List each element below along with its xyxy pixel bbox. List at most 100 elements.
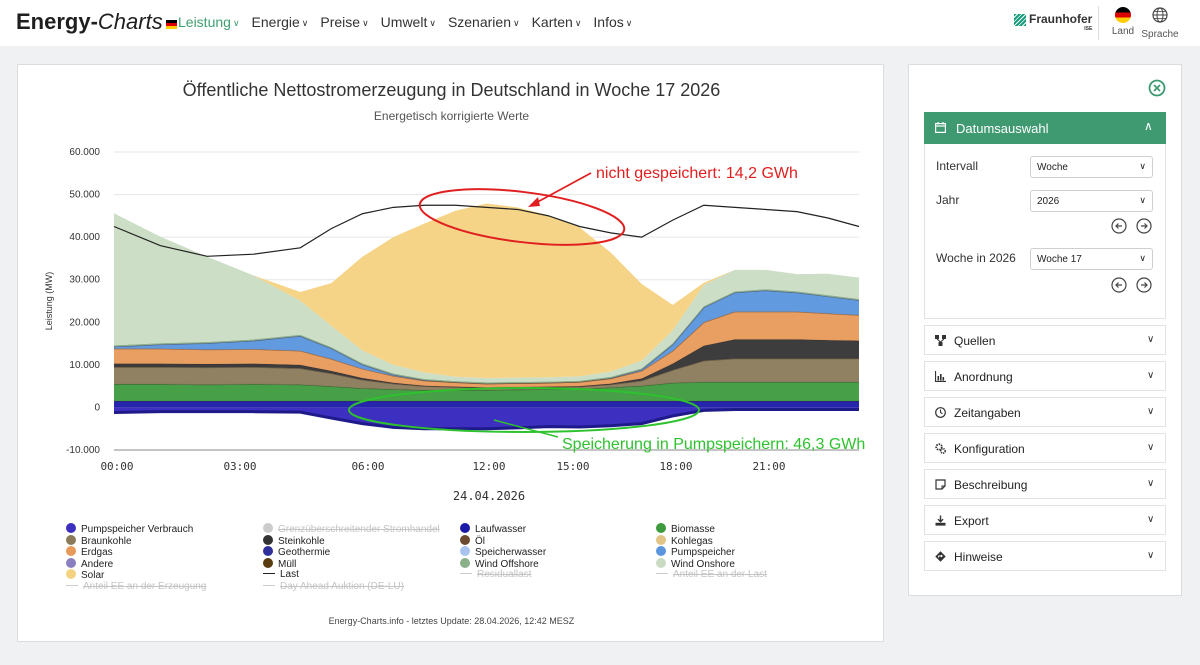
- legend-label: Anteil EE an der Last: [673, 569, 767, 581]
- interval-select[interactable]: Woche ∨: [1030, 156, 1153, 178]
- legend-label: Speicherwasser: [475, 547, 547, 559]
- accordion-konfiguration[interactable]: Konfiguration ∨: [924, 433, 1166, 463]
- legend-item-last[interactable]: Last: [263, 569, 299, 581]
- chart-subtitle: Energetisch korrigierte Werte: [373, 109, 530, 123]
- legend-item-biomasse[interactable]: Biomasse: [656, 523, 715, 536]
- area-braunkohle: [114, 358, 859, 390]
- legend-item-andere[interactable]: Andere: [66, 557, 113, 571]
- nav-leistung[interactable]: Leistung ∨: [178, 14, 240, 30]
- accordion-export[interactable]: Export ∨: [924, 505, 1166, 535]
- legend-dot-marker: [263, 546, 273, 557]
- legend-line-marker: [656, 573, 668, 575]
- german-flag-icon: [1115, 7, 1131, 23]
- country-selector[interactable]: Land: [1109, 7, 1137, 37]
- area-wind-onshore: [114, 213, 859, 383]
- legend-label: Day Ahead Auktion (DE-LU): [280, 581, 404, 592]
- accordion-quellen[interactable]: Quellen ∨: [924, 325, 1166, 355]
- nav-szenarien[interactable]: Szenarien ∨: [447, 14, 520, 30]
- week-previous-button[interactable]: [1111, 277, 1127, 293]
- legend-item-erdgas[interactable]: Erdgas: [66, 546, 113, 559]
- legend-item-kohlegas[interactable]: Kohlegas: [656, 534, 713, 548]
- legend-item-pumpspeicher-verbrauch[interactable]: Pumpspeicher Verbrauch: [66, 523, 193, 536]
- close-panel-button[interactable]: [1148, 79, 1166, 97]
- legend-item-ol[interactable]: Öl: [460, 534, 485, 548]
- annotation-not-stored-text: nicht gespeichert: 14,2 GWh: [596, 165, 798, 182]
- nav-umwelt[interactable]: Umwelt ∨: [380, 14, 436, 30]
- legend-item-wind-onshore[interactable]: Wind Onshore: [656, 557, 735, 571]
- fraunhofer-logo[interactable]: Fraunhofer ISE: [1014, 13, 1092, 32]
- legend-label: Pumpspeicher: [671, 547, 735, 559]
- bar-chart-icon: [935, 371, 946, 382]
- x-tick-label: 06:00: [351, 460, 384, 473]
- legend-item-mull[interactable]: Müll: [263, 557, 296, 571]
- area-edge-erdgas: [114, 310, 860, 385]
- nav-preise[interactable]: Preise ∨: [320, 14, 369, 30]
- chevron-down-icon: ∨: [301, 18, 309, 28]
- legend-item-solar[interactable]: Solar: [66, 569, 104, 582]
- nav-karten[interactable]: Karten ∨: [531, 14, 582, 30]
- chevron-down-icon: ∨: [1147, 334, 1155, 345]
- legend-label: Wind Onshore: [671, 558, 735, 570]
- chevron-down-icon: ∨: [1139, 253, 1146, 263]
- chevron-down-icon: ∨: [1147, 406, 1155, 417]
- legend-item-grenzuberschreitender-stromhandel[interactable]: Grenzüberschreitender Stromhandel: [263, 523, 440, 536]
- area-biomasse: [114, 381, 859, 402]
- legend-item-speicherwasser[interactable]: Speicherwasser: [460, 546, 546, 559]
- legend-item-braunkohle[interactable]: Braunkohle: [66, 534, 132, 548]
- legend-label: Öl: [475, 535, 485, 547]
- power-generation-chart[interactable]: 60.000 50.000 40.000 30.000 20.000 10.000 0 -10…: [18, 65, 885, 643]
- legend-line-marker: [66, 585, 78, 586]
- legend-label: Residuallast: [477, 569, 532, 581]
- legend-item-wind-offshore[interactable]: Wind Offshore: [460, 557, 539, 571]
- accordion-beschreibung[interactable]: Beschreibung ∨: [924, 469, 1166, 499]
- interval-label: Intervall: [936, 159, 979, 173]
- language-selector[interactable]: Sprache: [1140, 7, 1180, 40]
- x-tick-label: 03:00: [223, 460, 256, 473]
- energy-charts-logo[interactable]: Energy-Charts: [16, 9, 177, 35]
- x-tick-label: 12:00: [472, 460, 505, 473]
- calendar-icon: [935, 122, 946, 133]
- legend-dot-marker: [66, 569, 76, 580]
- year-next-button[interactable]: [1136, 218, 1152, 234]
- legend-label: Geothermie: [278, 547, 331, 559]
- download-icon: [935, 515, 946, 526]
- legend-dot-marker: [66, 546, 76, 557]
- gears-icon: [935, 443, 946, 454]
- legend-line-marker: [263, 585, 275, 586]
- legend-item-anteil-ee-an-der-erzeugung[interactable]: Anteil EE an der Erzeugung: [66, 581, 206, 593]
- chevron-up-icon: ∧: [1144, 119, 1153, 133]
- annotation-pump-storage-text: Speicherung in Pumpspeichern: 46,3 GWh: [562, 436, 865, 453]
- chevron-down-icon: ∨: [625, 18, 633, 28]
- year-previous-button[interactable]: [1111, 218, 1127, 234]
- legend-item-laufwasser[interactable]: Laufwasser: [460, 523, 526, 536]
- legend-dot-marker: [460, 546, 470, 557]
- legend-item-steinkohle[interactable]: Steinkohle: [263, 534, 325, 548]
- week-select[interactable]: Woche 17 ∨: [1030, 248, 1153, 270]
- legend-item-anteil-ee-an-der-last[interactable]: Anteil EE an der Last: [656, 569, 767, 581]
- year-select[interactable]: 2026 ∨: [1030, 190, 1153, 212]
- main-nav: Leistung ∨ Energie ∨ Preise ∨ Umwelt ∨ Szena…: [178, 14, 644, 30]
- legend-item-pumpspeicher[interactable]: Pumpspeicher: [656, 546, 735, 559]
- legend-item-day-ahead-auktion-de-lu[interactable]: Day Ahead Auktion (DE-LU): [263, 581, 404, 593]
- legend-dot-marker: [460, 557, 470, 568]
- legend-item-geothermie[interactable]: Geothermie: [263, 546, 330, 559]
- annotation-green-line: [493, 419, 559, 438]
- chevron-down-icon: ∨: [1147, 550, 1155, 561]
- area-erdgas: [114, 311, 859, 388]
- week-label: Woche in 2026: [936, 251, 1016, 265]
- nav-infos[interactable]: Infos ∨: [593, 14, 633, 30]
- chevron-down-icon: ∨: [1147, 370, 1155, 381]
- legend-item-residuallast[interactable]: Residuallast: [460, 569, 531, 581]
- accordion-hinweise[interactable]: Hinweise ∨: [924, 541, 1166, 571]
- y-tick-label: 30.000: [69, 275, 100, 286]
- chevron-down-icon: ∨: [232, 18, 240, 28]
- accordion-datumsauswahl-header[interactable]: Datumsauswahl ∧: [924, 112, 1166, 144]
- legend-dot-marker: [656, 534, 666, 545]
- accordion-zeitangaben[interactable]: Zeitangaben ∨: [924, 397, 1166, 427]
- accordion-anordnung[interactable]: Anordnung ∨: [924, 361, 1166, 391]
- line-last: [113, 204, 860, 257]
- week-next-button[interactable]: [1136, 277, 1152, 293]
- chevron-down-icon: ∨: [1139, 161, 1146, 171]
- nav-energie[interactable]: Energie ∨: [251, 14, 309, 30]
- chevron-down-icon: ∨: [362, 18, 369, 28]
